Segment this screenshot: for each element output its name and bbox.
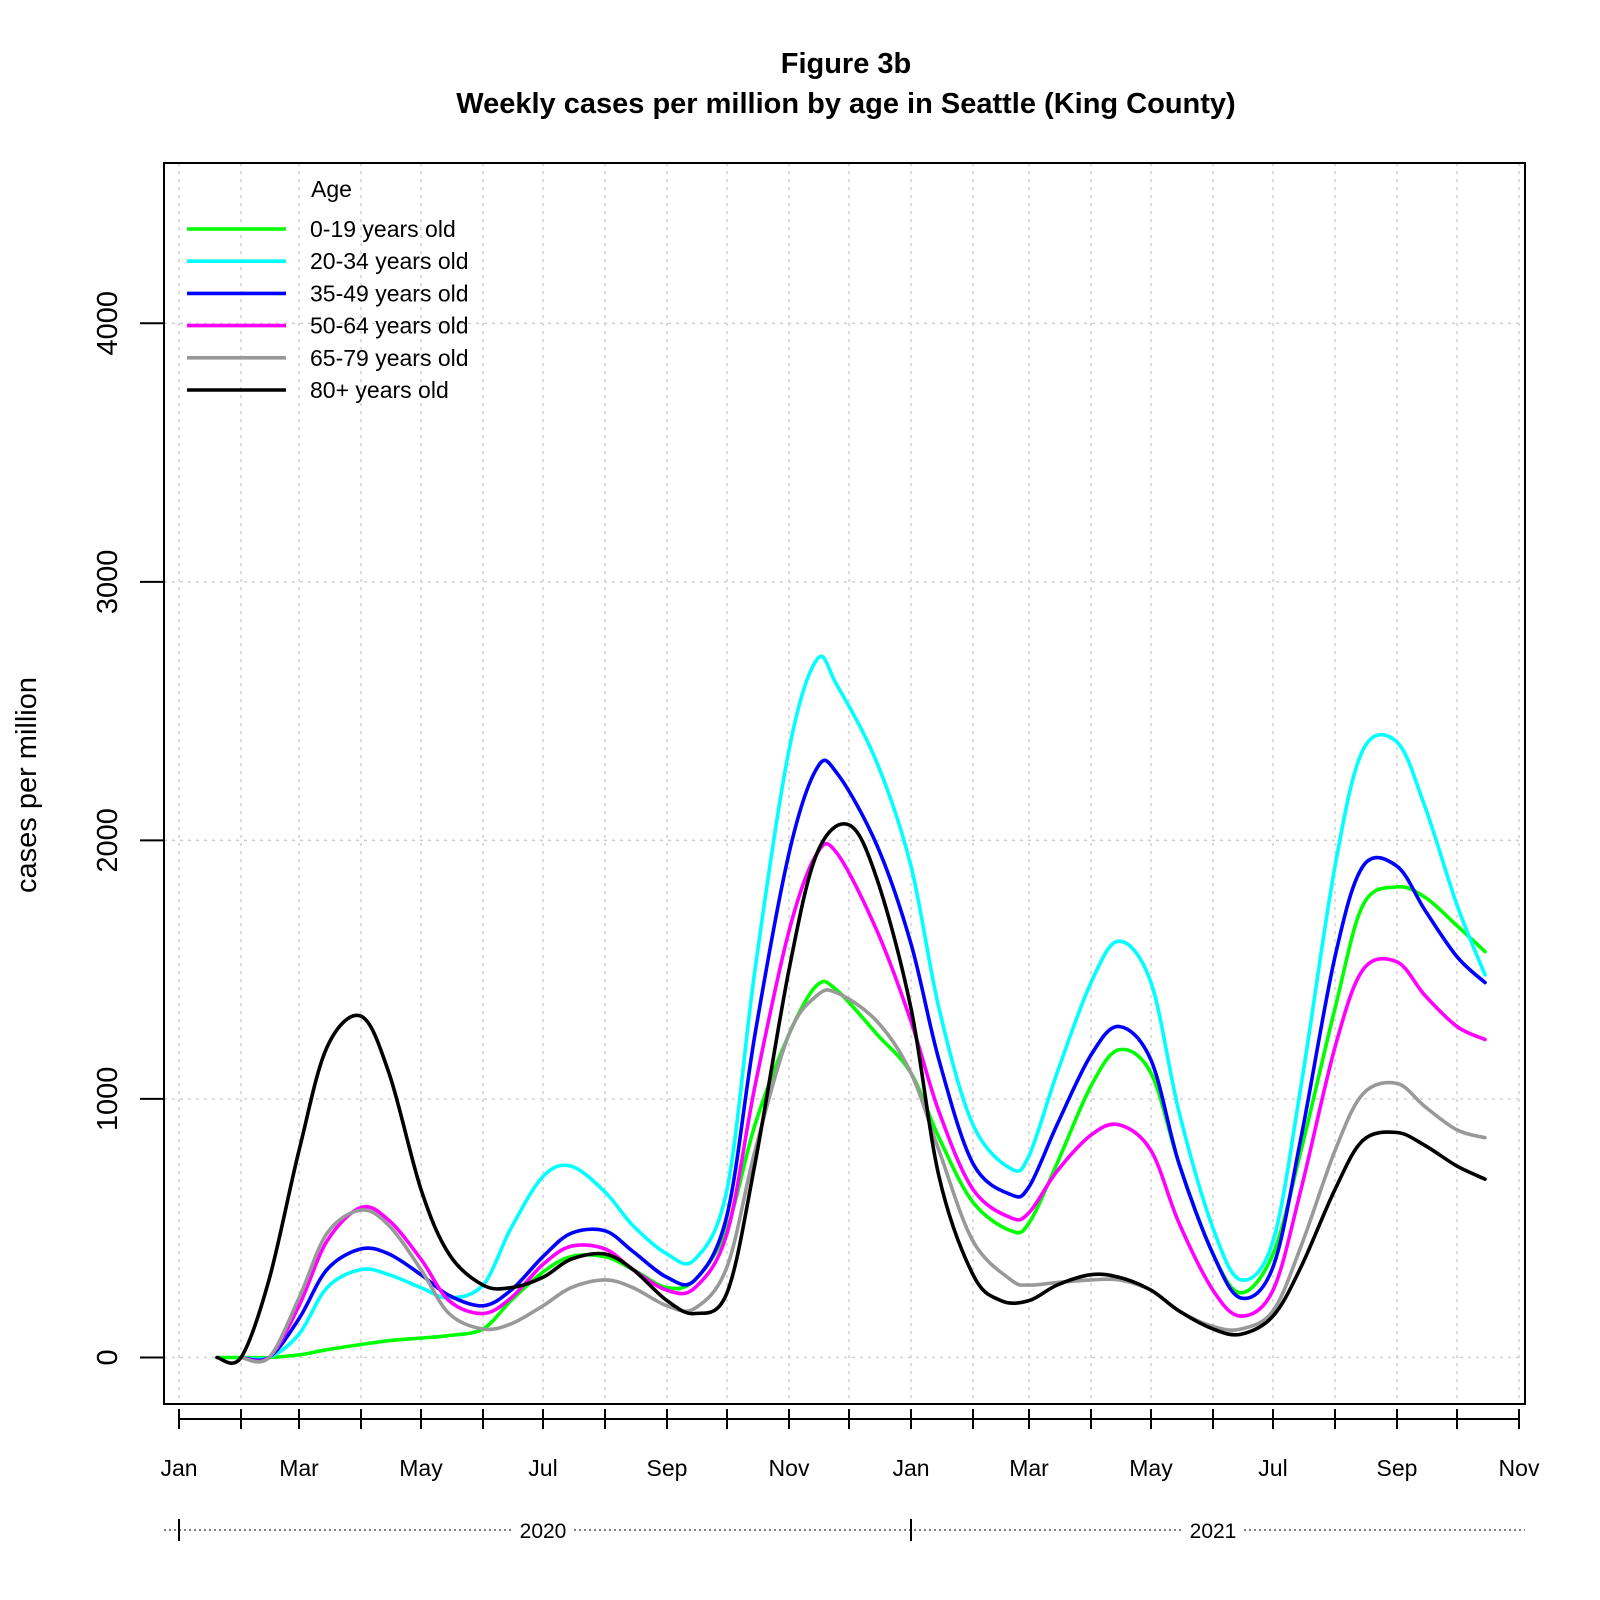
- plot-frame: [163, 162, 1526, 1405]
- x-tick-label: Jul: [528, 1455, 557, 1481]
- y-tick-label: 0: [92, 1349, 124, 1365]
- series-line-35-49: [239, 758, 1487, 1363]
- series-line-50-64: [239, 841, 1487, 1364]
- legend-label: 35-49 years old: [310, 280, 469, 306]
- x-tick-label: Nov: [769, 1455, 810, 1481]
- x-tick-label: Sep: [1377, 1455, 1418, 1481]
- y-axis-label: cases per million: [11, 677, 43, 893]
- x-tick-label: Jan: [160, 1455, 197, 1481]
- legend-label: 50-64 years old: [310, 313, 469, 339]
- x-tick-label: Nov: [1499, 1455, 1540, 1481]
- x-tick-label: Sep: [647, 1455, 688, 1481]
- year-label: 2020: [520, 1520, 567, 1543]
- x-tick-label: Mar: [279, 1455, 319, 1481]
- series-line-65-79: [239, 988, 1487, 1364]
- legend-label: 20-34 years old: [310, 248, 469, 274]
- y-tick-label: 2000: [92, 808, 124, 873]
- year-label-bg: [1183, 1517, 1243, 1543]
- chart-title: Figure 3b: [781, 48, 912, 80]
- y-tick-label: 4000: [92, 291, 124, 356]
- y-tick-label: 3000: [92, 550, 124, 615]
- year-label-bg: [513, 1517, 573, 1543]
- x-tick-label: Mar: [1009, 1455, 1049, 1481]
- series-line-80+: [215, 822, 1487, 1365]
- legend-label: 65-79 years old: [310, 345, 469, 371]
- x-tick-label: May: [399, 1455, 443, 1481]
- y-tick-label: 1000: [92, 1067, 124, 1132]
- x-axis: Jan Mar May Jul Sep Nov Jan Mar May Jul Sep Nov: [160, 1409, 1540, 1481]
- chart-subtitle: Weekly cases per million by age in Seatt…: [456, 88, 1235, 120]
- legend-title: Age: [311, 176, 352, 202]
- x-tick-label: Jul: [1258, 1455, 1287, 1481]
- series-lines: [215, 654, 1487, 1365]
- year-bar: 2020 2021: [164, 1517, 1525, 1543]
- year-label: 2021: [1190, 1520, 1237, 1543]
- x-tick-label: May: [1129, 1455, 1173, 1481]
- legend: Age 0-19 years old 20-34 years old 35-49 y…: [187, 176, 469, 403]
- legend-label: 0-19 years old: [310, 216, 456, 242]
- legend-label: 80+ years old: [310, 377, 449, 403]
- x-tick-label: Jan: [892, 1455, 929, 1481]
- y-axis: 0 1000 2000 3000 4000: [92, 291, 164, 1366]
